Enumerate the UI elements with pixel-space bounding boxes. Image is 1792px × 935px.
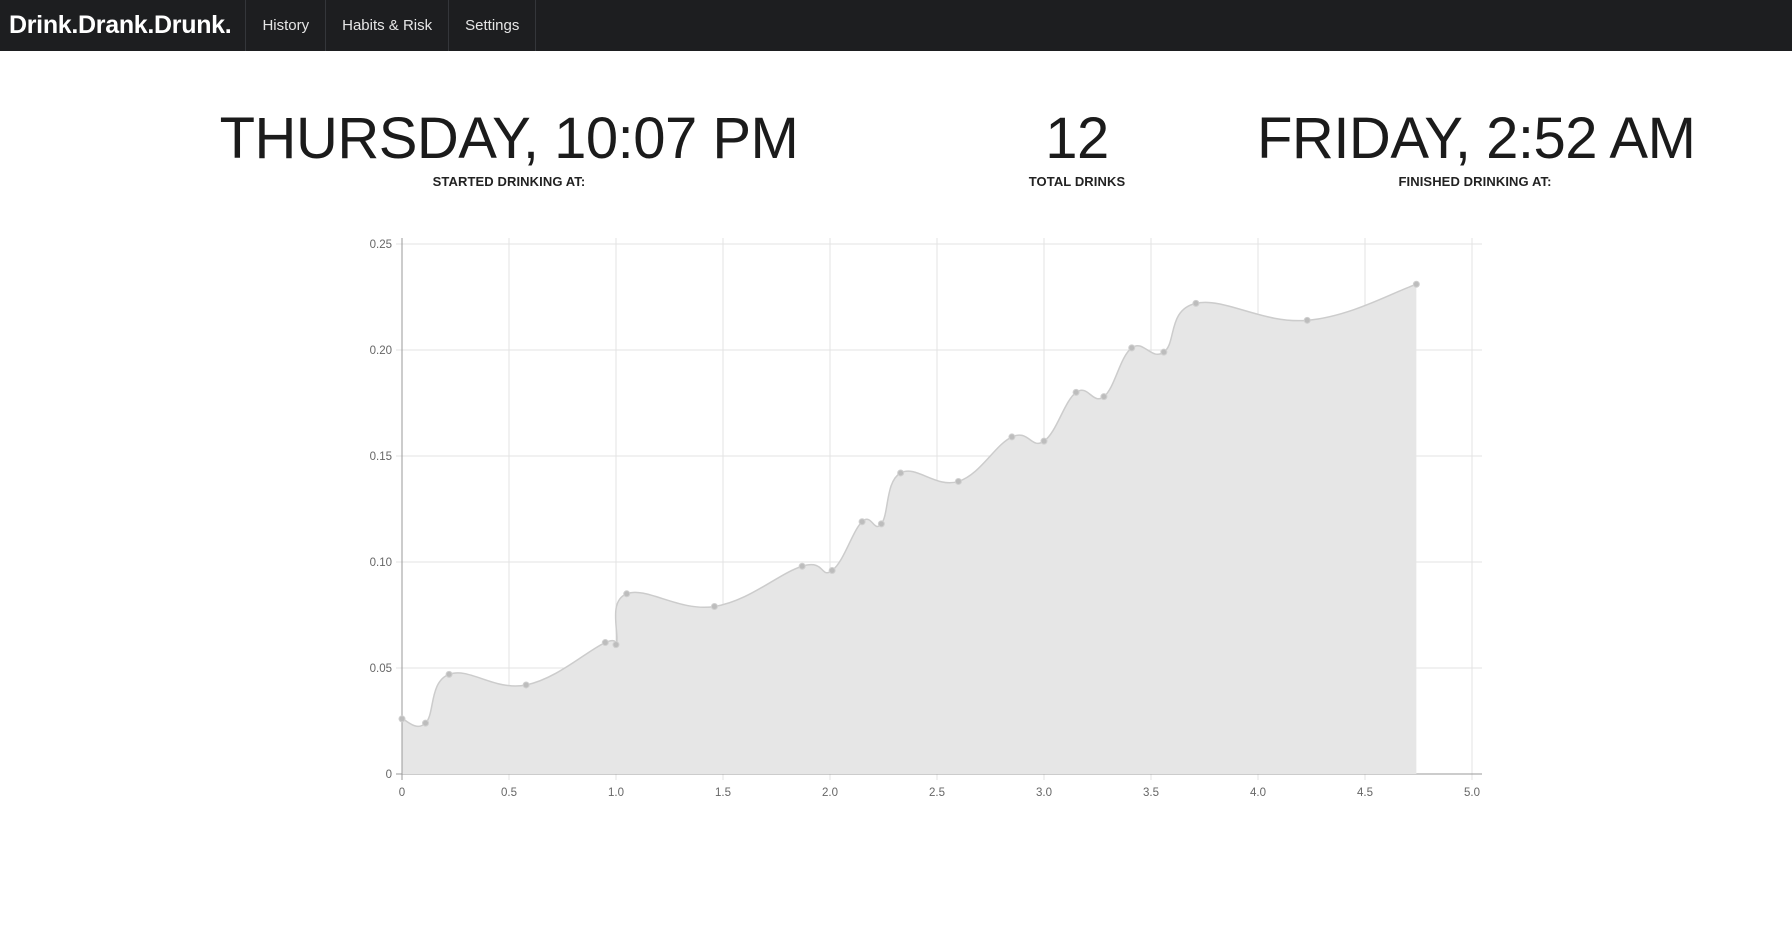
bac-area-fill [402,284,1417,774]
finished-drinking-label: FINISHED DRINKING AT: [1398,174,1552,189]
bac-data-point [1192,299,1200,307]
bac-data-point [858,518,866,526]
x-tick-label: 5.0 [1464,787,1480,799]
total-drinks-stat: 12 TOTAL DRINKS [1000,106,1154,190]
bac-data-point [1040,437,1048,445]
bac-data-point [1160,348,1168,356]
brand-logo[interactable]: Drink.Drank.Drunk. [0,0,247,51]
bac-data-point [877,520,885,528]
bac-data-point [522,681,530,689]
y-tick-label: 0 [386,769,392,781]
y-tick-label: 0.10 [370,557,392,569]
bac-data-point [1303,316,1311,324]
nav-item-history[interactable]: History [246,0,327,51]
x-tick-label: 2.0 [822,787,838,799]
y-tick-label: 0.15 [370,451,392,463]
bac-data-point [612,641,620,649]
y-tick-label: 0.25 [370,239,392,251]
x-tick-label: 0 [399,787,405,799]
bac-data-point [445,670,453,678]
x-tick-label: 1.0 [608,787,624,799]
bac-data-point [623,590,631,598]
x-tick-label: 3.5 [1143,787,1159,799]
finished-drinking-stat: FRIDAY, 2:52 AM FINISHED DRINKING AT: [1257,106,1696,190]
x-tick-label: 3.0 [1036,787,1052,799]
x-tick-label: 2.5 [929,787,945,799]
x-tick-label: 1.5 [715,787,731,799]
bac-data-point [1128,344,1136,352]
bac-data-point [601,639,609,647]
started-drinking-label: STARTED DRINKING AT: [432,174,586,189]
nav-item-settings[interactable]: Settings [449,0,537,51]
bac-data-point [1008,433,1016,441]
bac-data-point [798,562,806,570]
bac-data-point [710,603,718,611]
nav-item-habits-risk[interactable]: Habits & Risk [326,0,450,51]
bac-data-point [1100,393,1108,401]
bac-data-point [954,477,962,485]
bac-data-point [1072,388,1080,396]
x-tick-label: 0.5 [501,787,517,799]
bac-data-point [422,719,430,727]
started-drinking-stat: THURSDAY, 10:07 PM STARTED DRINKING AT: [218,106,800,190]
y-tick-label: 0.05 [370,663,392,675]
x-tick-label: 4.0 [1250,787,1266,799]
bac-data-point [1412,280,1420,288]
bac-chart: 0 0.5 1.0 1.5 2.0 2.5 3.0 3.5 4.0 4.5 5.0 0 0.05 0.10… [350,230,1500,810]
total-drinks-value: 12 [1045,106,1109,171]
finished-drinking-value: FRIDAY, 2:52 AM [1257,106,1696,171]
bac-data-point [398,715,406,723]
bac-data-point [897,469,905,477]
bac-chart-svg: 0 0.5 1.0 1.5 2.0 2.5 3.0 3.5 4.0 4.5 5.0 0 0.05 0.10… [370,238,1482,799]
total-drinks-label: TOTAL DRINKS [1028,174,1126,189]
y-tick-label: 0.20 [370,345,392,357]
top-navbar: Drink.Drank.Drunk. History Habits & Risk… [0,0,1792,51]
x-tick-label: 4.5 [1357,787,1373,799]
started-drinking-value: THURSDAY, 10:07 PM [219,106,799,171]
bac-data-point [828,566,836,574]
